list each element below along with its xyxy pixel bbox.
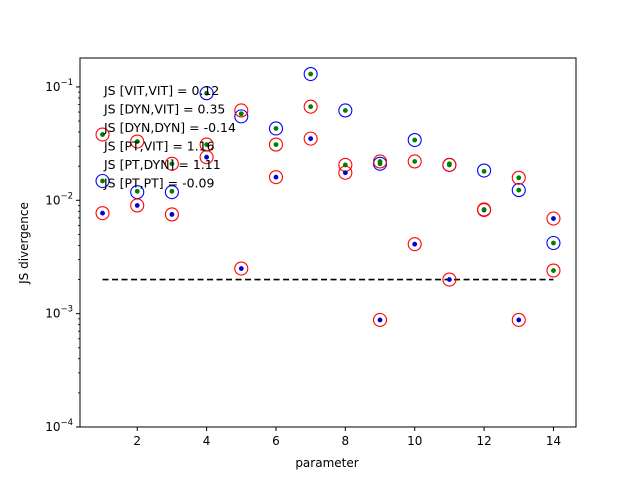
marker-red-open [546,211,561,226]
marker-red-open [164,207,179,222]
point-blue-dot [516,317,522,323]
point-green-dot [481,168,487,174]
marker-red-open-2 [95,127,110,142]
marker-red-open [234,261,249,276]
marker-red-open-2 [407,154,422,169]
marker-red-open-2 [372,154,388,169]
point-green-dot [169,188,175,194]
marker-red-open [95,206,110,221]
data-marks [95,66,561,327]
marker-red-open-2 [234,103,249,118]
point-green-dot [412,159,418,164]
y-axis-label: JS divergence [17,202,31,285]
point-green-dot-2 [169,161,175,167]
point-green-dot-2 [342,108,348,113]
marker-red-open-2 [130,134,145,149]
point-green-dot [100,132,105,137]
point-green-dot-2 [446,161,452,167]
marker-blue-open [164,185,179,200]
marker-red-open-2 [546,263,561,278]
point-blue-dot [342,170,348,176]
marker-blue-open [407,132,422,148]
point-green-dot-2 [551,240,556,246]
marker-red-open-2 [477,202,492,217]
point-green-dot-2 [273,142,279,147]
annotations: JS [VIT,VIT] = 0.12 JS [DYN,VIT] = 0.35 JS… [103,83,236,191]
point-green-dot [273,126,279,131]
point-green-dot [516,187,522,193]
point-blue-dot [308,136,314,142]
point-green-dot [342,162,348,168]
point-green-dot-2 [204,142,210,147]
point-green-dot-2 [134,139,140,144]
x-tick-label: 6 [272,434,280,448]
marker-red-open [130,198,145,213]
marker-blue-open [303,66,318,82]
marker-blue-open [234,109,249,124]
x-tick-label: 12 [476,434,491,448]
annotation-line: JS [VIT,VIT] = 0.12 [103,83,219,98]
annotation-line: JS [DYN,VIT] = 0.35 [103,102,225,117]
annotation-line: JS [PT,PT] = -0.09 [103,176,214,191]
point-green-dot [204,90,210,96]
point-green-dot-2 [377,159,383,164]
marker-blue-open [511,183,526,198]
point-blue-dot [238,266,244,271]
marker-blue-open [477,163,492,178]
marker-blue-open [199,86,214,101]
point-green-dot-2 [412,137,418,143]
x-tick-label: 4 [203,434,211,448]
axes-frame [79,57,577,428]
x-tick-label: 8 [342,434,350,448]
point-blue-dot [377,317,383,323]
marker-red-open-2 [511,170,526,185]
point-green-dot-2 [238,111,244,117]
annotation-line: JS [PT,VIT] = 1.16 [103,139,215,154]
point-green-dot [134,188,140,194]
marker-blue-open [268,121,284,136]
y-tick-label: 10−1 [45,78,73,94]
marker-red-open [511,312,526,327]
marker-red-open-2 [164,156,179,171]
y-tick-label: 10−4 [45,418,73,434]
axes: 2 4 6 8 10 12 14 10−4 10−3 10−2 10−1 [45,57,577,448]
x-tick-label: 14 [546,434,561,448]
marker-red-open [303,131,318,146]
marker-red-open-2 [303,99,318,114]
marker-red-open-2 [268,137,284,152]
x-tick-label: 10 [407,434,422,448]
marker-blue-open [95,173,110,189]
point-green-dot-2 [516,175,522,181]
marker-red-open [268,170,284,185]
x-axis-label: parameter [295,456,358,470]
point-green-dot [308,104,314,110]
marker-red-open-2 [442,157,457,173]
marker-red-open-2 [199,137,214,152]
marker-blue-open [338,103,353,118]
x-tick-label: 2 [133,434,141,448]
marker-red-open [442,272,457,287]
point-green-dot-2 [308,71,314,77]
point-blue-dot [551,216,556,221]
point-blue-dot [100,210,105,216]
point-blue-dot [273,174,279,180]
point-blue-dot [446,277,452,282]
marker-blue-open [546,235,561,251]
point-green-dot-2 [481,207,487,212]
marker-red-open [407,237,422,252]
annotation-line: JS [DYN,DYN] = -0.14 [103,120,236,135]
marker-red-open [372,312,388,327]
point-green-dot-2 [100,178,105,184]
point-blue-dot [412,241,418,247]
annotation-line: JS [PT,DYN] = 1.11 [103,157,221,172]
y-tick-label: 10−3 [45,305,73,321]
y-tick-label: 10−2 [45,191,73,207]
point-green-dot [551,268,556,273]
point-blue-dot [134,203,140,208]
point-blue-dot [169,212,175,217]
point-blue-dot [204,154,210,160]
